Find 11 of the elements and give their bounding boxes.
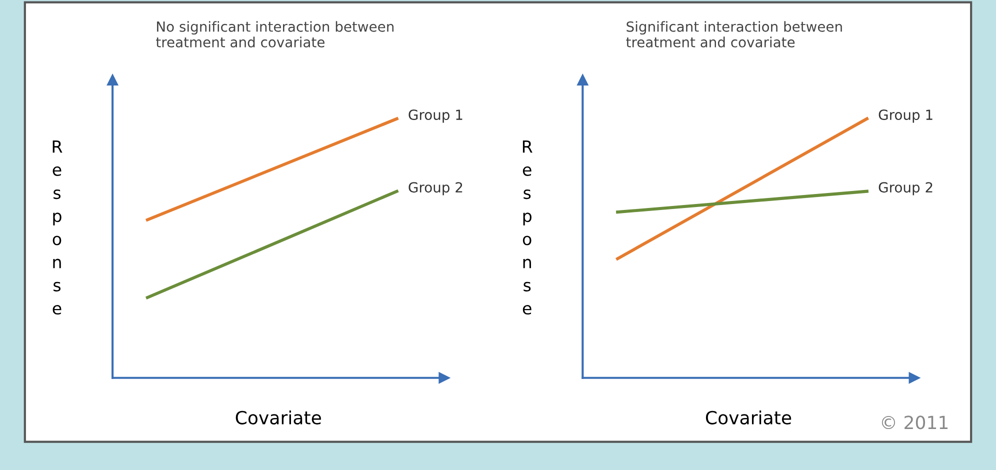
series-label: Group 2 (878, 182, 932, 196)
chart-title: No significant interaction between treatment and covariate (156, 21, 394, 48)
series-label: Group 1 (408, 110, 462, 123)
series-label: Group 1 (878, 110, 932, 123)
x-axis-title: Covariate (706, 410, 792, 424)
chart-title: Significant interaction between treatment and covariate (626, 21, 842, 48)
x-axis-title: Covariate (236, 410, 321, 424)
y-axis-title: Response (52, 140, 62, 315)
text: © 2011 (882, 416, 948, 430)
y-axis-title: Response (522, 140, 532, 315)
series-label: Group 2 (408, 182, 462, 196)
